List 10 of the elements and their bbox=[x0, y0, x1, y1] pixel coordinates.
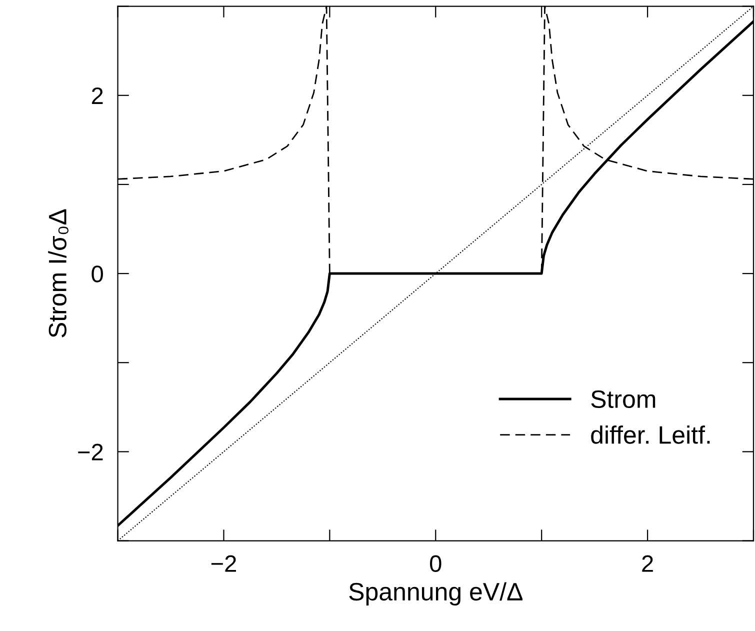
x-axis-title: Spannung eV/Δ bbox=[349, 582, 522, 606]
legend-label: Strom bbox=[591, 390, 656, 408]
x-tick-label: 2 bbox=[642, 555, 653, 572]
y-tick-label: 2 bbox=[92, 87, 103, 104]
legend-label: differ. Leitf. bbox=[591, 425, 710, 444]
y-tick-label: −2 bbox=[78, 444, 103, 460]
y-axis-title: Strom I/σ₀Δ bbox=[48, 209, 68, 338]
x-tick-label: −2 bbox=[211, 555, 236, 572]
y-tick-label: 0 bbox=[92, 266, 103, 282]
x-tick-label: 0 bbox=[430, 555, 442, 572]
